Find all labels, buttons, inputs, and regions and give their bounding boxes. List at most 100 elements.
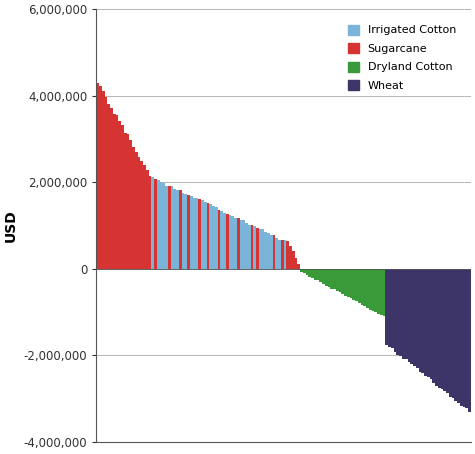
Bar <box>363 269 366 306</box>
Bar <box>179 190 182 269</box>
Bar <box>427 269 429 377</box>
Bar <box>452 269 454 398</box>
Bar <box>333 269 336 290</box>
Bar <box>242 220 245 269</box>
Bar <box>138 157 141 269</box>
Bar <box>127 134 129 269</box>
Bar <box>102 91 104 269</box>
Bar <box>344 269 347 296</box>
Bar <box>319 269 322 282</box>
Bar <box>223 213 226 269</box>
Bar <box>408 269 410 361</box>
Bar <box>248 225 251 269</box>
Bar <box>284 240 286 269</box>
Bar <box>386 269 388 345</box>
Bar <box>234 217 237 269</box>
Bar <box>212 206 215 269</box>
Bar <box>173 189 176 269</box>
Bar <box>165 186 168 269</box>
Bar <box>157 180 160 269</box>
Bar <box>331 269 333 289</box>
Bar <box>325 269 328 286</box>
Bar <box>231 216 234 269</box>
Bar <box>124 133 127 269</box>
Bar <box>215 207 218 269</box>
Bar <box>317 269 319 281</box>
Bar <box>204 202 207 269</box>
Bar <box>171 186 173 269</box>
Bar <box>245 223 248 269</box>
Bar <box>226 214 228 269</box>
Bar <box>107 104 110 269</box>
Bar <box>352 269 355 300</box>
Bar <box>391 269 394 348</box>
Bar <box>405 269 408 359</box>
Bar <box>198 199 201 269</box>
Bar <box>328 269 331 287</box>
Bar <box>397 269 399 355</box>
Bar <box>193 198 196 269</box>
Bar <box>350 269 352 298</box>
Bar <box>278 240 281 269</box>
Bar <box>294 258 297 269</box>
Bar <box>449 269 452 397</box>
Bar <box>372 269 374 311</box>
Bar <box>146 170 149 269</box>
Bar <box>256 228 259 269</box>
Bar <box>303 269 305 273</box>
Bar <box>286 241 289 269</box>
Bar <box>118 121 121 269</box>
Bar <box>413 269 416 366</box>
Bar <box>259 229 262 269</box>
Bar <box>207 203 209 269</box>
Bar <box>311 269 314 278</box>
Bar <box>300 269 303 272</box>
Bar <box>276 238 278 269</box>
Bar <box>440 269 443 390</box>
Bar <box>432 269 435 383</box>
Bar <box>369 269 372 310</box>
Bar <box>418 269 421 372</box>
Bar <box>99 86 102 269</box>
Bar <box>305 269 308 275</box>
Bar <box>377 269 380 314</box>
Bar <box>190 196 193 269</box>
Bar <box>443 269 446 390</box>
Bar <box>149 176 152 269</box>
Bar <box>424 269 427 375</box>
Bar <box>429 269 432 379</box>
Bar <box>388 269 391 347</box>
Bar <box>143 165 146 269</box>
Bar <box>463 269 466 408</box>
Bar <box>273 235 276 269</box>
Bar <box>289 246 292 269</box>
Bar <box>438 269 440 388</box>
Bar <box>152 178 154 269</box>
Bar <box>342 269 344 294</box>
Bar <box>228 215 231 269</box>
Bar <box>251 226 253 269</box>
Bar <box>454 269 457 400</box>
Bar <box>466 269 468 408</box>
Bar <box>262 229 264 269</box>
Bar <box>110 109 113 269</box>
Bar <box>129 139 132 269</box>
Bar <box>402 269 405 359</box>
Bar <box>96 83 99 269</box>
Bar <box>160 183 162 269</box>
Bar <box>460 269 463 406</box>
Bar <box>270 235 273 269</box>
Bar <box>292 251 294 269</box>
Bar <box>141 161 143 269</box>
Bar <box>132 147 135 269</box>
Bar <box>135 152 138 269</box>
Bar <box>187 195 190 269</box>
Bar <box>253 226 256 269</box>
Bar <box>121 125 124 269</box>
Bar <box>380 269 383 315</box>
Bar <box>176 190 179 269</box>
Bar <box>168 186 171 269</box>
Bar <box>196 198 198 269</box>
Bar <box>355 269 358 301</box>
Legend: Irrigated Cotton, Sugarcane, Dryland Cotton, Wheat: Irrigated Cotton, Sugarcane, Dryland Cot… <box>342 19 462 97</box>
